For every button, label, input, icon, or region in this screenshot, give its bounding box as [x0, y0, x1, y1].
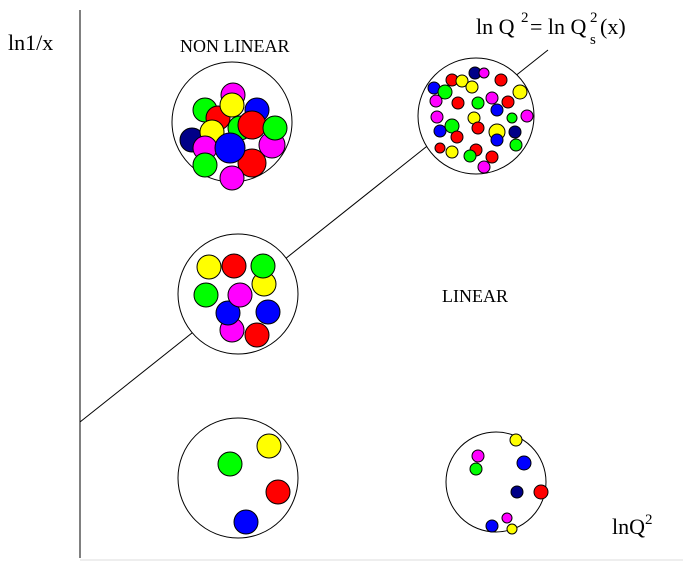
parton: [479, 68, 489, 78]
eq-rhs: = ln Q: [530, 14, 587, 39]
eq-lhs: ln Q: [476, 14, 515, 39]
parton: [472, 97, 484, 109]
x-label-sup: 2: [645, 512, 653, 528]
parton: [521, 110, 533, 122]
parton: [510, 139, 522, 151]
parton: [430, 95, 442, 107]
parton: [486, 151, 498, 163]
parton: [491, 134, 503, 146]
eq-rhs-arg: (x): [600, 14, 626, 39]
saturation-label: ln Q 2 = ln Q 2 s (x): [476, 2, 626, 49]
parton: [466, 81, 478, 93]
cluster-top-right: [418, 58, 534, 174]
page: ln1/x lnQ2 NON LINEAR LINEAR ln Q 2 = ln…: [0, 0, 683, 562]
cluster-middle: [178, 234, 298, 354]
parton: [486, 92, 498, 104]
parton: [495, 74, 507, 86]
x-label-base: lnQ: [612, 514, 645, 539]
parton: [251, 254, 275, 278]
cluster-bottom-left: [178, 418, 298, 538]
parton: [534, 485, 548, 499]
eq-lhs-sup: 2: [521, 10, 529, 26]
parton: [517, 456, 531, 470]
parton: [263, 116, 287, 140]
parton: [220, 166, 244, 190]
parton: [238, 111, 266, 139]
parton: [491, 104, 503, 116]
parton: [215, 133, 245, 163]
parton: [452, 97, 464, 109]
parton: [502, 513, 512, 523]
parton: [257, 434, 281, 458]
parton: [507, 524, 517, 534]
cluster-bottom-right: [446, 432, 548, 534]
eq-rhs-sub: s: [590, 32, 596, 48]
parton: [511, 486, 523, 498]
y-axis-label: ln1/x: [8, 30, 53, 55]
parton: [256, 300, 280, 324]
parton: [193, 153, 217, 177]
nonlinear-label: NON LINEAR: [180, 36, 290, 56]
parton: [218, 452, 242, 476]
parton: [234, 510, 258, 534]
parton: [478, 161, 490, 173]
parton: [446, 146, 458, 158]
parton: [509, 126, 521, 138]
parton: [470, 463, 482, 475]
parton: [502, 96, 514, 108]
parton: [472, 450, 484, 462]
parton: [266, 480, 290, 504]
parton: [194, 283, 218, 307]
eq-rhs-sup: 2: [590, 10, 598, 26]
parton: [486, 520, 498, 532]
parton: [222, 254, 246, 278]
parton: [434, 125, 446, 137]
parton: [435, 143, 445, 153]
hadron: [446, 432, 546, 532]
parton: [220, 93, 244, 117]
parton: [431, 111, 443, 123]
cluster-top-left: [172, 62, 292, 190]
parton: [245, 323, 269, 347]
parton: [464, 150, 476, 162]
parton: [510, 434, 522, 446]
parton: [513, 85, 527, 99]
parton: [228, 283, 252, 307]
diagram: ln1/x lnQ2 NON LINEAR LINEAR ln Q 2 = ln…: [0, 0, 683, 562]
parton: [451, 131, 463, 143]
parton: [197, 255, 221, 279]
x-axis-label: lnQ2: [612, 512, 653, 539]
parton: [507, 113, 517, 123]
parton: [472, 122, 484, 134]
linear-label: LINEAR: [442, 286, 508, 306]
